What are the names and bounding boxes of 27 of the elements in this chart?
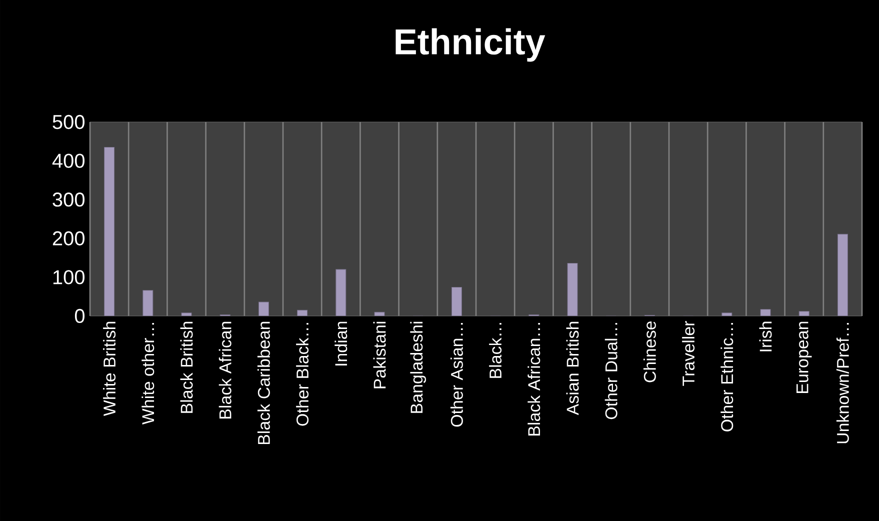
x-tick-label: Bangladeshi: [410, 322, 426, 413]
y-tick-label: 500: [52, 114, 84, 130]
x-tick-label: Indian: [334, 322, 348, 366]
x-tick-label: Black African: [218, 322, 232, 418]
x-tick-label: White British: [103, 322, 116, 416]
chart-title: Ethnicity: [396, 28, 546, 62]
x-tick-label: Traveller: [682, 320, 695, 386]
x-tick-label: Black…: [489, 323, 502, 378]
x-tick-label: Other Asian…: [450, 323, 463, 427]
x-tick-label: Black Caribbean: [257, 322, 270, 444]
x-tick-label: Black African…: [528, 323, 540, 436]
y-tick-label: 400: [52, 154, 84, 168]
x-tick-label: Black British: [180, 322, 193, 413]
x-tick-label: Other Ethnic…: [720, 323, 734, 432]
x-tick-label: Irish: [759, 322, 772, 352]
y-tick-label: 100: [53, 270, 84, 284]
x-tick-label: Other Black…: [296, 323, 309, 426]
x-tick-label: White other…: [142, 323, 154, 425]
y-tick-label: 200: [52, 231, 84, 246]
x-tick-label: European: [796, 322, 812, 394]
x-tick-label: Other Dual…: [604, 323, 618, 420]
x-tick-label: Asian British: [566, 322, 579, 416]
x-tick-label: Pakistani: [373, 322, 386, 388]
y-tick-label: 300: [52, 192, 84, 207]
x-tick-label: Unknown/Pref…: [836, 323, 849, 444]
y-tick-label: 0: [74, 308, 85, 324]
x-tick-label: Chinese: [643, 321, 656, 382]
